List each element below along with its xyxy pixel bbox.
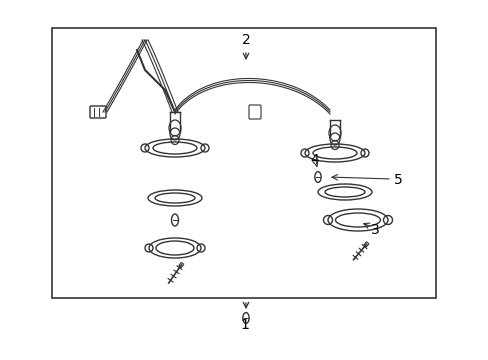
- Text: 3: 3: [370, 223, 379, 237]
- Text: 2: 2: [241, 33, 250, 47]
- Text: 1: 1: [240, 318, 249, 332]
- Text: 4: 4: [310, 153, 319, 167]
- Bar: [52, 28, 435, 298]
- Text: 5: 5: [393, 173, 402, 187]
